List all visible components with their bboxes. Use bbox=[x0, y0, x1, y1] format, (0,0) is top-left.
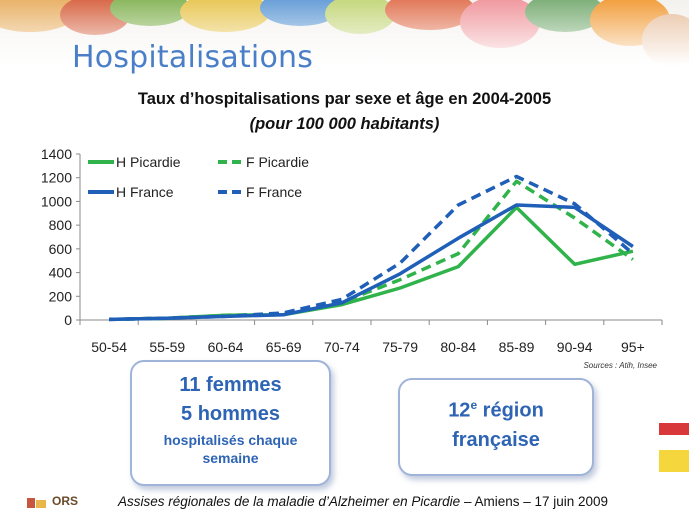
y-tick-label: 200 bbox=[49, 288, 73, 304]
x-tick-label: 50-54 bbox=[91, 339, 127, 355]
footer-text: Assises régionales de la maladie d’Alzhe… bbox=[118, 494, 608, 509]
y-tick-label: 400 bbox=[49, 265, 73, 281]
legend-label: H Picardie bbox=[116, 154, 181, 170]
slide-title: Hospitalisations bbox=[72, 40, 314, 75]
x-tick-label: 60-64 bbox=[208, 339, 244, 355]
series-line-h-picardie bbox=[109, 205, 634, 322]
logo-icon bbox=[26, 496, 48, 510]
series-line-f-france bbox=[109, 174, 635, 322]
x-tick-label: 80-84 bbox=[440, 339, 476, 355]
x-tick-label: 95+ bbox=[621, 339, 645, 355]
chart-sources: Sources : Atih, Insee bbox=[583, 361, 657, 370]
callout-hospitalisations-per-week: 11 femmes 5 hommes hospitalisés chaque s… bbox=[130, 360, 331, 486]
legend-label: H France bbox=[116, 184, 174, 200]
series-line-f-picardie bbox=[109, 179, 634, 322]
callout-rank-line: 12e région bbox=[400, 398, 592, 423]
logo: ORS bbox=[52, 494, 79, 508]
x-tick-label: 75-79 bbox=[382, 339, 418, 355]
y-tick-label: 1400 bbox=[41, 146, 72, 162]
footer-event: Assises régionales de la maladie d’Alzhe… bbox=[118, 494, 461, 509]
decorative-square-red bbox=[659, 423, 689, 435]
legend-label: F France bbox=[246, 184, 302, 200]
decorative-banner bbox=[0, 0, 689, 66]
x-tick-label: 90-94 bbox=[557, 339, 593, 355]
rank-word: région bbox=[477, 399, 544, 422]
rank-suffix: e bbox=[470, 398, 478, 412]
callout-region-rank: 12e région française bbox=[398, 378, 594, 476]
series-line-h-france bbox=[109, 203, 634, 322]
decorative-square-yellow bbox=[659, 450, 689, 472]
x-tick-label: 85-89 bbox=[499, 339, 535, 355]
y-tick-label: 1200 bbox=[41, 170, 72, 186]
x-tick-label: 55-59 bbox=[149, 339, 185, 355]
callout-text-line: semaine bbox=[202, 450, 259, 466]
callout-rank-line2: française bbox=[452, 428, 540, 451]
chart-subtitle: (pour 100 000 habitants) bbox=[249, 115, 440, 133]
y-tick-label: 800 bbox=[49, 217, 73, 233]
line-chart: 0 200 400 600 800 1000 1200 1400 50-54 55-59 60-64… bbox=[41, 146, 663, 355]
x-tick-label: 65-69 bbox=[266, 339, 302, 355]
footer-location-date: – Amiens – 17 juin 2009 bbox=[460, 494, 609, 509]
y-tick-label: 1000 bbox=[41, 193, 72, 209]
rank-number: 12 bbox=[448, 399, 471, 422]
chart-title: Taux d’hospitalisations par sexe et âge … bbox=[137, 90, 552, 108]
callout-text-line: hospitalisés chaque bbox=[163, 432, 298, 448]
legend-label: F Picardie bbox=[246, 154, 309, 170]
y-tick-label: 0 bbox=[64, 312, 72, 328]
callout-women-count: 11 femmes bbox=[179, 374, 282, 396]
y-tick-label: 600 bbox=[49, 241, 73, 257]
x-tick-label: 70-74 bbox=[324, 339, 360, 355]
callout-men-count: 5 hommes bbox=[181, 403, 280, 425]
